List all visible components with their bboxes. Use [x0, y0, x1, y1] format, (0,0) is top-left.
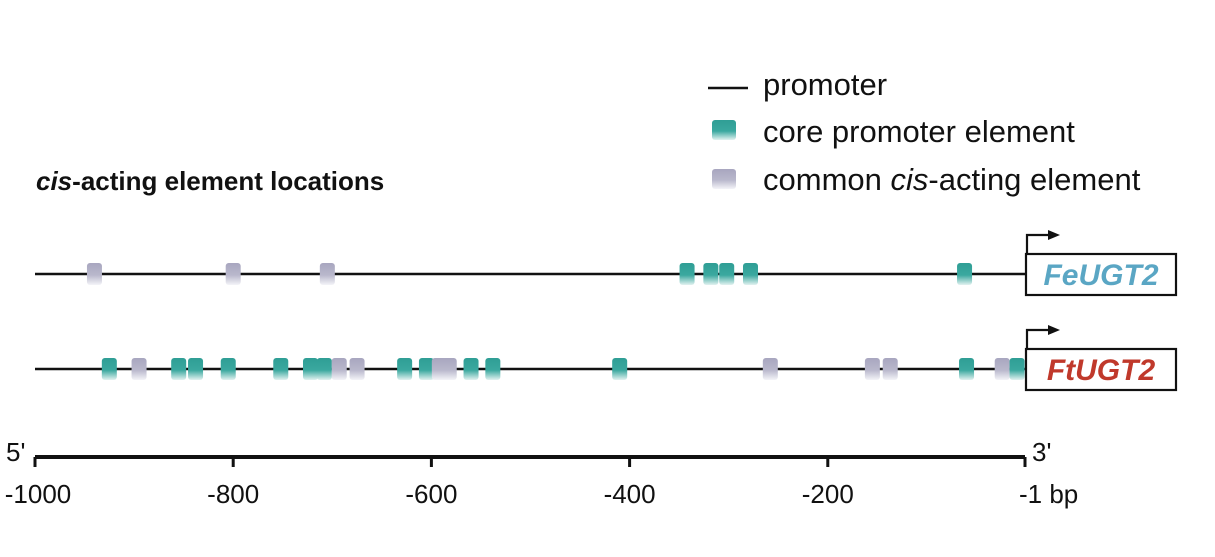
tss-arrowhead-icon: [1048, 325, 1060, 335]
common-element-mark: [86, 263, 102, 285]
gene-label: FeUGT2: [1043, 259, 1158, 292]
figure-title: cis-acting element locations: [36, 166, 384, 196]
core-element-mark: [959, 358, 975, 380]
common-element-mark: [349, 358, 365, 380]
legend-promoter-label: promoter: [763, 67, 887, 102]
legend-common-swatch: [712, 169, 736, 189]
gene-label: FtUGT2: [1047, 354, 1156, 387]
axis-tick-label: -800: [207, 479, 259, 509]
tss-arrow-icon: [1025, 233, 1050, 261]
core-element-mark: [220, 358, 236, 380]
core-element-mark: [316, 358, 332, 380]
core-element-mark: [1009, 358, 1025, 380]
common-element-mark: [994, 358, 1010, 380]
common-element-mark: [864, 358, 880, 380]
core-element-mark: [171, 358, 187, 380]
core-element-mark: [742, 263, 758, 285]
core-element-mark: [957, 263, 973, 285]
gene-box: [1024, 252, 1178, 297]
legend-common-label: common cis-acting element: [763, 162, 1141, 197]
three-prime-label: 3': [1032, 437, 1051, 467]
legend-common-italic: cis: [890, 162, 928, 197]
core-element-mark: [703, 263, 719, 285]
figure-title-prefix: cis: [36, 166, 72, 196]
axis-tick-label: -400: [604, 479, 656, 509]
gene-box: [1024, 347, 1178, 392]
axis-tick-label: -1000: [5, 479, 72, 509]
figure-title-rest: -acting element locations: [72, 166, 384, 196]
common-element-mark: [762, 358, 778, 380]
core-element-mark: [418, 358, 434, 380]
core-element-mark: [463, 358, 479, 380]
tss-arrowhead-icon: [1048, 230, 1060, 240]
five-prime-label: 5': [6, 437, 25, 467]
common-element-mark: [331, 358, 347, 380]
common-element-mark: [131, 358, 147, 380]
common-element-mark: [225, 263, 241, 285]
core-element-mark: [101, 358, 117, 380]
legend-common-suffix: -acting element: [928, 162, 1140, 197]
axis-tick-label: -1 bp: [1019, 479, 1078, 509]
core-element-mark: [485, 358, 501, 380]
legend: promoter core promoter element common ci…: [708, 67, 1141, 197]
track-feugt2: FeUGT2: [35, 230, 1178, 297]
core-element-mark: [273, 358, 289, 380]
core-element-mark: [397, 358, 413, 380]
core-element-mark: [612, 358, 628, 380]
axis-tick-label: -600: [405, 479, 457, 509]
tss-arrow-icon: [1025, 328, 1050, 356]
core-element-mark: [679, 263, 695, 285]
legend-core-label: core promoter element: [763, 114, 1075, 149]
legend-core-swatch: [712, 120, 736, 140]
core-element-mark: [302, 358, 318, 380]
legend-common-prefix: common: [763, 162, 890, 197]
track-ftugt2: FtUGT2: [35, 325, 1178, 392]
gene-tracks: FeUGT2 FtUGT2: [35, 230, 1178, 392]
axis-tick-label: -200: [802, 479, 854, 509]
core-element-mark: [188, 358, 204, 380]
core-element-mark: [719, 263, 735, 285]
common-element-mark: [319, 263, 335, 285]
common-element-mark: [441, 358, 457, 380]
position-axis: -1000 -800 -600 -400 -200 -1 bp 5' 3': [5, 437, 1079, 509]
common-element-mark: [882, 358, 898, 380]
